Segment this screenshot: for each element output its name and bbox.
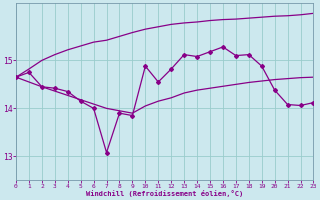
X-axis label: Windchill (Refroidissement éolien,°C): Windchill (Refroidissement éolien,°C) xyxy=(86,190,244,197)
